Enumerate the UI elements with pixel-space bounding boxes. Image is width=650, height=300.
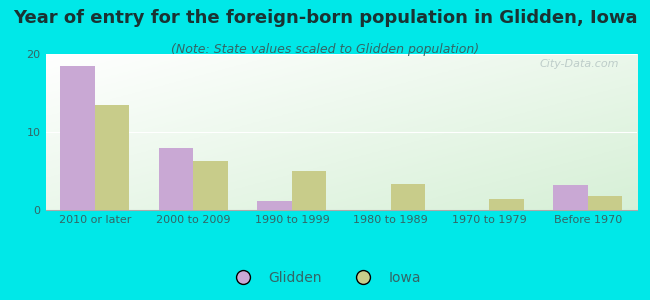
Bar bbox=[95, 105, 129, 210]
Bar bbox=[391, 184, 425, 210]
Legend: Glidden, Iowa: Glidden, Iowa bbox=[224, 265, 426, 290]
Text: (Note: State values scaled to Glidden population): (Note: State values scaled to Glidden po… bbox=[171, 44, 479, 56]
Text: Year of entry for the foreign-born population in Glidden, Iowa: Year of entry for the foreign-born popul… bbox=[13, 9, 637, 27]
Bar bbox=[257, 201, 292, 210]
Bar bbox=[194, 161, 228, 210]
Text: City-Data.com: City-Data.com bbox=[540, 59, 619, 69]
Bar bbox=[60, 66, 95, 210]
Bar bbox=[553, 185, 588, 210]
Bar bbox=[159, 148, 194, 210]
Bar bbox=[588, 196, 622, 210]
Bar bbox=[489, 199, 524, 210]
Bar bbox=[292, 171, 326, 210]
